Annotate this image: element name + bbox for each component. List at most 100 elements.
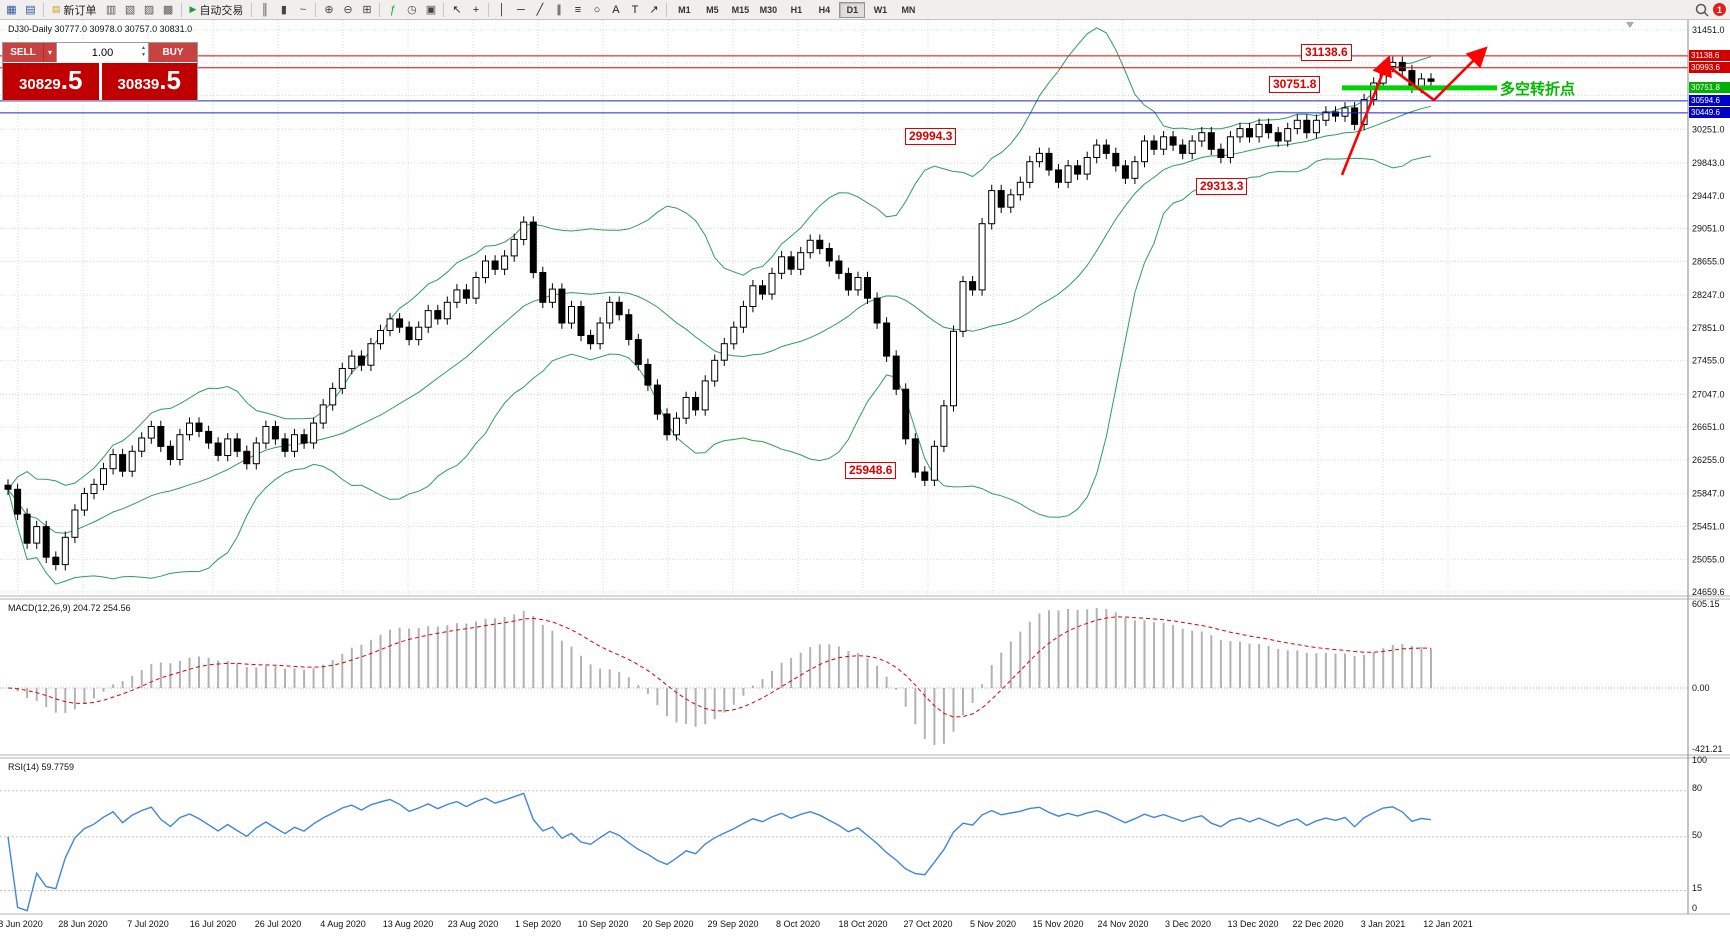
svg-text:18 Jun 2020: 18 Jun 2020 [0,919,43,929]
svg-text:24659.6: 24659.6 [1692,587,1725,597]
vertical-line-icon[interactable]: │ [498,3,506,16]
zoom-out-icon[interactable]: ⊖ [343,4,353,16]
terminal-icon[interactable]: ▩ [162,4,174,16]
trade-panel-controls: SELL ▾ 1.00 ▲ ▼ BUY [3,43,197,62]
main-toolbar: ▦ ▤ ▤ 新订单 ▥ ▧ ▨ ▩ ▶ 自动交易 ║ ▮ ~ ⊕ ⊖ ⊞ ƒ ◷ ▣ ↖ + │ ─ ╱ ∥ ≡ ○ A T ↗ M1 M5 M… [0,0,1730,20]
svg-text:0.00: 0.00 [1692,683,1710,693]
svg-text:10 Sep 2020: 10 Sep 2020 [577,919,628,929]
chart-symbol-ohlc-label: DJ30-Daily 30777.0 30978.0 30757.0 30831… [8,24,192,34]
timeframe-D1[interactable]: D1 [839,1,866,18]
buy-price-display[interactable]: 30839.5 [101,63,197,100]
timeframe-MN[interactable]: MN [901,4,916,15]
horizontal-line-icon[interactable]: ─ [517,3,525,16]
cursor-icon[interactable]: ↖ [452,4,462,16]
templates-icon[interactable]: ▣ [425,4,437,16]
svg-text:25847.0: 25847.0 [1692,489,1725,499]
channel-icon[interactable]: ∥ [556,4,562,16]
autotrading-button[interactable]: ▶ 自动交易 [185,1,249,19]
timeframe-H1[interactable]: H1 [790,4,803,15]
toolbar-right: 1 [1695,3,1730,17]
label-icon[interactable]: T [631,3,639,16]
buy-button[interactable]: BUY [149,43,197,62]
timeframe-M1[interactable]: M1 [678,4,691,15]
svg-text:18 Oct 2020: 18 Oct 2020 [838,919,887,929]
svg-text:80: 80 [1692,783,1702,793]
search-icon[interactable] [1695,3,1709,17]
shapes-icon[interactable]: ○ [593,3,601,16]
svg-text:31451.0: 31451.0 [1692,25,1725,35]
trendline-icon[interactable]: ╱ [536,4,544,16]
arrows-icon[interactable]: ↗ [649,4,659,16]
market-watch-icon[interactable]: ▥ [105,4,117,16]
timeframe-M30[interactable]: M30 [759,4,778,15]
svg-text:28247.0: 28247.0 [1692,290,1725,300]
periods-icon[interactable]: ◷ [407,4,417,16]
fibonacci-icon[interactable]: ≡ [574,3,582,16]
toolbar-separator [180,2,182,17]
sell-button[interactable]: SELL [3,43,43,62]
new-order-button[interactable]: ▤ 新订单 [47,1,102,19]
timeframe-W1[interactable]: W1 [873,4,888,15]
timeframe-M5[interactable]: M5 [706,4,719,15]
svg-text:605.15: 605.15 [1692,599,1720,609]
indicators-icon[interactable]: ƒ [389,3,396,16]
volume-up-icon[interactable]: ▲ [141,45,146,51]
svg-text:13 Dec 2020: 13 Dec 2020 [1227,919,1278,929]
svg-text:100: 100 [1692,755,1707,765]
sell-price-display[interactable]: 30829.5 [3,63,99,100]
autotrading-button-label: 自动交易 [199,4,244,17]
crosshair-icon[interactable]: + [472,3,480,16]
toolbar-buttons: ▦ ▤ ▤ 新订单 ▥ ▧ ▨ ▩ ▶ 自动交易 ║ ▮ ~ ⊕ ⊖ ⊞ ƒ ◷ ▣ ↖ + │ ─ ╱ ∥ ≡ ○ A T ↗ M1 M5 M… [2,1,922,19]
timeframe-H4[interactable]: H4 [818,4,831,15]
toolbar-separator [315,2,317,17]
toolbar-separator [379,2,381,17]
autotrading-button-icon: ▶ [189,4,197,14]
svg-text:26 Jul 2020: 26 Jul 2020 [255,919,302,929]
svg-text:26255.0: 26255.0 [1692,455,1725,465]
svg-text:29051.0: 29051.0 [1692,224,1725,234]
svg-text:7 Jul 2020: 7 Jul 2020 [127,919,169,929]
svg-text:3 Jan 2021: 3 Jan 2021 [1361,919,1406,929]
timeframe-M15[interactable]: M15 [731,4,750,15]
line-chart-icon[interactable]: ~ [299,3,307,16]
navigator-icon[interactable]: ▨ [143,4,155,16]
notification-badge[interactable]: 1 [1713,3,1726,16]
toolbar-separator [443,2,445,17]
buy-price-frac: .5 [159,65,181,95]
data-window-icon[interactable]: ▧ [124,4,136,16]
candlestick-icon[interactable]: ▮ [280,4,287,16]
zoom-in-icon[interactable]: ⊕ [324,4,334,16]
svg-text:25451.0: 25451.0 [1692,522,1725,532]
volume-input[interactable]: 1.00 ▲ ▼ [56,43,149,62]
svg-text:13 Aug 2020: 13 Aug 2020 [383,919,434,929]
tile-windows-icon[interactable]: ⊞ [362,4,372,16]
svg-text:29 Sep 2020: 29 Sep 2020 [707,919,758,929]
bollinger-bands [7,27,1432,585]
svg-text:15: 15 [1692,883,1702,893]
svg-text:0: 0 [1692,903,1697,913]
horizontal-lines-layer[interactable] [0,55,1688,114]
svg-text:12 Jan 2021: 12 Jan 2021 [1423,919,1473,929]
sell-options-caret-icon[interactable]: ▾ [43,43,56,62]
one-click-trading-panel: SELL ▾ 1.00 ▲ ▼ BUY 30829.5 30839.5 [2,42,198,101]
svg-text:27851.0: 27851.0 [1692,323,1725,333]
buy-price-main: 30839 [117,76,160,93]
svg-text:29843.0: 29843.0 [1692,158,1725,168]
new-chart-icon[interactable]: ▦ [6,4,17,16]
svg-text:15 Nov 2020: 15 Nov 2020 [1032,919,1083,929]
bar-chart-icon[interactable]: ║ [261,3,269,16]
trend-arrows[interactable] [1340,46,1488,176]
volume-down-icon[interactable]: ▼ [141,52,146,58]
text-icon[interactable]: A [612,3,620,16]
svg-text:26651.0: 26651.0 [1692,422,1725,432]
macd-panel [0,608,1688,746]
chart-profiles-icon[interactable]: ▤ [25,4,36,16]
svg-text:16 Jul 2020: 16 Jul 2020 [190,919,237,929]
svg-text:20 Sep 2020: 20 Sep 2020 [642,919,693,929]
sell-price-frac: .5 [60,65,83,95]
svg-text:8 Oct 2020: 8 Oct 2020 [776,919,820,929]
rsi-label: RSI(14) 59.7759 [8,762,74,772]
toolbar-separator [251,2,253,17]
